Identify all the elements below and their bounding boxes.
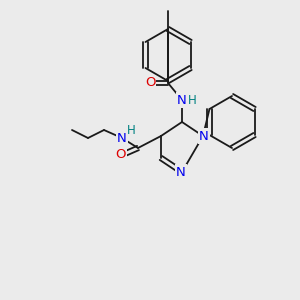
Text: N: N — [199, 130, 209, 142]
Text: O: O — [145, 76, 155, 89]
Text: N: N — [176, 166, 186, 178]
Text: O: O — [116, 148, 126, 161]
Text: N: N — [117, 131, 127, 145]
Text: H: H — [127, 124, 135, 137]
Text: H: H — [188, 94, 196, 106]
Text: N: N — [177, 94, 187, 106]
